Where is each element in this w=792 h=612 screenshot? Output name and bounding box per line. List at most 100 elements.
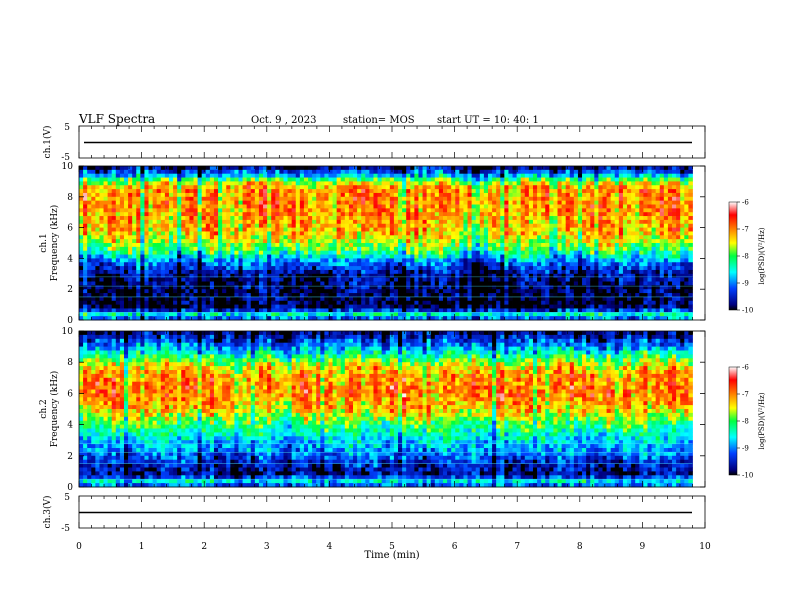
ch1-spectrogram-cell xyxy=(99,258,104,263)
ch1-spectrogram-cell xyxy=(160,212,166,217)
ch1-spectrogram-cell xyxy=(353,208,358,213)
ch1-spectrogram-cell xyxy=(250,281,256,286)
ch1-spectrogram-cell xyxy=(308,231,313,236)
ch1-spectrogram-cell xyxy=(471,223,477,228)
ch1-spectrogram-cell xyxy=(148,289,154,294)
ch1-spectrogram-cell xyxy=(508,277,513,282)
ch1-spectrogram-cell xyxy=(410,177,415,182)
ch1-spectrogram-cell xyxy=(299,208,305,213)
ch1-spectrogram-cell xyxy=(83,289,88,294)
ch1-spectrogram-cell xyxy=(299,235,305,240)
ch1-spectrogram-cell xyxy=(393,227,399,232)
ch1-spectrogram-cell xyxy=(381,166,387,171)
ch1-spectrogram-cell xyxy=(577,200,583,205)
ch1-spectrogram-cell xyxy=(524,177,530,182)
ch1-spectrogram-cell xyxy=(483,243,489,248)
ch1-spectrogram-cell xyxy=(279,277,284,282)
ch1-spectrogram-cell xyxy=(197,269,203,275)
ch1-spectrogram-cell xyxy=(148,312,154,317)
ch1-spectrogram-cell xyxy=(463,181,468,186)
ch1-spectrogram-cell xyxy=(254,231,260,236)
ch1-spectrogram-cell xyxy=(279,312,284,317)
ch1-spectrogram-cell xyxy=(123,266,129,271)
ch1-spectrogram-cell xyxy=(447,273,452,279)
ch1-spectrogram-cell xyxy=(545,254,550,259)
ch1-spectrogram-cell xyxy=(479,181,485,186)
ch1-spectrogram-cell xyxy=(320,227,325,232)
ch1-spectrogram-cell xyxy=(381,223,387,228)
ch1-spectrogram-cell xyxy=(258,273,264,279)
ch1-spectrogram-cell xyxy=(115,212,121,217)
ch1-spectrogram-cell xyxy=(230,200,235,205)
ch1-spectrogram-cell xyxy=(295,308,301,313)
ch1-spectrogram-cell xyxy=(561,181,567,186)
ch1-spectrogram-cell xyxy=(475,196,481,202)
ch1-spectrogram-cell xyxy=(434,285,440,290)
ch1-spectrogram-cell xyxy=(332,166,338,171)
ch1-spectrogram-cell xyxy=(185,285,190,290)
ch1-spectrogram-cell xyxy=(443,192,448,198)
ch1-spectrogram-cell xyxy=(275,216,280,221)
ch1-spectrogram-cell xyxy=(123,177,129,182)
ch1-spectrogram-cell xyxy=(557,289,562,294)
ch1-spectrogram-cell xyxy=(283,262,288,267)
ch1-spectrogram-cell xyxy=(344,285,350,290)
ch1-spectrogram-cell xyxy=(410,308,415,313)
ch1-spectrogram-cell xyxy=(316,166,321,171)
ch1-spectrogram-cell xyxy=(541,231,546,236)
ch1-spectrogram-cell xyxy=(197,262,203,267)
ch1-spectrogram-cell xyxy=(365,269,370,275)
ch1-spectrogram-cell xyxy=(479,208,485,213)
ch1-spectrogram-cell xyxy=(483,200,489,205)
ch1-spectrogram-cell xyxy=(152,296,158,302)
ch1-spectrogram-cell xyxy=(267,185,272,190)
ch1-spectrogram-cell xyxy=(487,277,493,282)
ch1-spectrogram-cell xyxy=(185,173,190,178)
ch1-spectrogram-cell xyxy=(308,208,313,213)
ch1-spectrogram-cell xyxy=(410,300,415,305)
ch1-spectrogram-cell xyxy=(516,204,522,209)
ch1-spectrogram-cell xyxy=(308,216,313,221)
ch1-spectrogram-cell xyxy=(168,281,174,286)
ch1-spectrogram-cell xyxy=(234,250,239,255)
ch1-spectrogram-cell xyxy=(99,177,104,182)
ch1-spectrogram-cell xyxy=(487,293,493,298)
ch1-spectrogram-cell xyxy=(303,266,309,271)
ch1-spectrogram-cell xyxy=(414,219,419,225)
ch1-spectrogram-cell xyxy=(258,177,264,182)
ch1-spectrogram-cell xyxy=(222,189,227,194)
ch1-spectrogram-cell xyxy=(438,223,444,228)
ch1-spectrogram-cell xyxy=(434,246,440,252)
ch1-spectrogram-cell xyxy=(279,192,284,198)
ch1-spectrogram-cell xyxy=(479,277,485,282)
ch1-spectrogram-cell xyxy=(422,312,428,317)
ch1-spectrogram-cell xyxy=(565,277,571,282)
ch1-spectrogram-cell xyxy=(422,281,428,286)
ch1-spectrogram-cell xyxy=(373,316,378,321)
ch1-spectrogram-cell xyxy=(410,208,415,213)
ch1-spectrogram-cell xyxy=(144,216,149,221)
ch1-spectrogram-cell xyxy=(504,239,509,244)
ch1-spectrogram-cell xyxy=(365,239,370,244)
ch1-spectrogram-cell xyxy=(512,219,518,225)
ch1-spectrogram-cell xyxy=(508,227,513,232)
ch1-spectrogram-cell xyxy=(87,250,92,255)
ch1-spectrogram-cell xyxy=(230,277,235,282)
ch1-spectrogram-cell xyxy=(532,243,538,248)
ch1-spectrogram-cell xyxy=(426,243,432,248)
ch1-spectrogram-cell xyxy=(152,304,158,309)
ch1-spectrogram-cell xyxy=(230,181,235,186)
ch1-spectrogram-cell xyxy=(438,216,444,221)
ch1-spectrogram-cell xyxy=(119,166,125,171)
ch1-spectrogram-cell xyxy=(549,208,554,213)
ch1-spectrogram-cell xyxy=(193,269,199,275)
ch1-spectrogram-cell xyxy=(189,246,194,252)
ch1-spectrogram-cell xyxy=(234,243,239,248)
ch1-spectrogram-cell xyxy=(103,289,109,294)
ch1-spectrogram-cell xyxy=(443,235,448,240)
ch1-spectrogram-cell xyxy=(295,258,301,263)
ch1-spectrogram-cell xyxy=(573,316,579,321)
ch1-spectrogram-cell xyxy=(361,185,366,190)
ch1-spectrogram-cell xyxy=(83,312,88,317)
ch1-spectrogram-cell xyxy=(87,166,92,171)
